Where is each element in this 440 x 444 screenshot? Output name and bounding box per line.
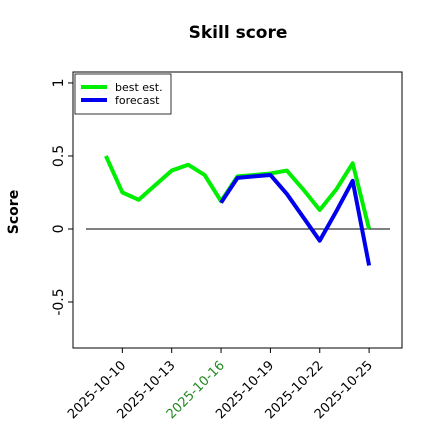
legend-label: forecast [115,94,160,107]
y-tick-label: 0 [51,225,67,234]
y-axis-label: Score [6,190,22,234]
plot-frame [72,71,403,349]
legend-box [74,73,172,115]
series-line [104,155,372,230]
y-tick-label: -0.5 [51,288,67,315]
chart-title: Skill score [189,23,288,43]
series-line [219,172,372,266]
y-tick-label: 0.5 [51,145,67,167]
y-tick-label: 1 [51,78,67,87]
legend-label: best est. [115,81,163,94]
